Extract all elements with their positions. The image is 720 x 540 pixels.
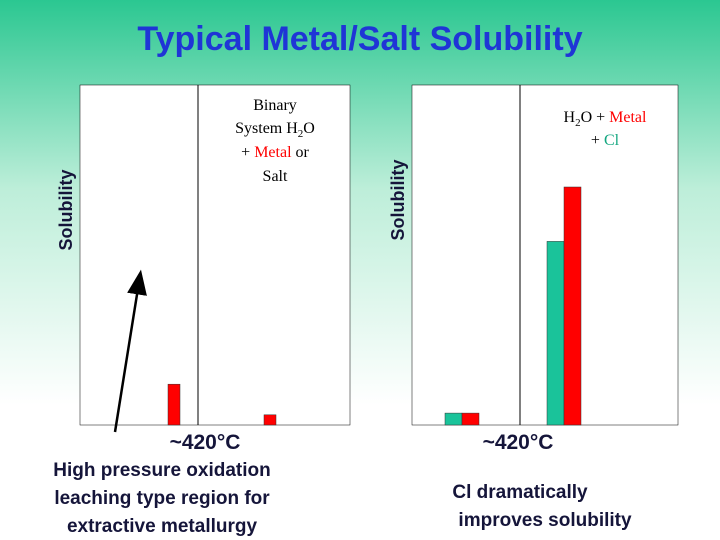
bar: [546, 241, 565, 426]
annotation: + Metal or: [241, 144, 309, 161]
x-axis-label: ~420°C: [483, 431, 554, 454]
bar: [263, 414, 277, 426]
slide-title: Typical Metal/Salt Solubility: [137, 20, 582, 58]
annotation: Salt: [263, 168, 288, 185]
bar: [167, 383, 181, 426]
y-axis-label: Solubility: [388, 160, 408, 241]
caption: leaching type region for: [54, 488, 270, 509]
caption: improves solubility: [458, 510, 632, 531]
caption: extractive metallurgy: [67, 516, 258, 537]
caption: Cl dramatically: [452, 482, 588, 503]
y-axis-label: Solubility: [56, 170, 76, 251]
annotation: Binary: [253, 97, 297, 114]
plot-area: [411, 84, 679, 426]
annotation: H2O + Metal: [564, 109, 648, 129]
bar: [444, 412, 463, 426]
bar: [461, 412, 480, 426]
x-axis-label: ~420°C: [170, 431, 241, 454]
annotation: + Cl: [591, 132, 620, 149]
arrow: [113, 269, 147, 433]
caption: High pressure oxidation: [53, 460, 270, 481]
annotation: System H2O: [235, 120, 315, 140]
bar: [563, 186, 582, 426]
